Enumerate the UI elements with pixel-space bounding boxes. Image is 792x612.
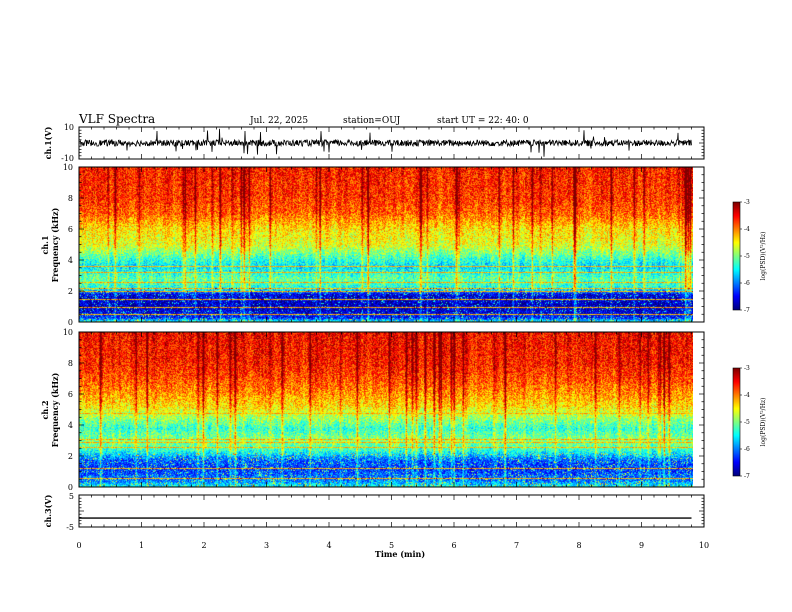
ch2-colorbar-label: log(PSD)(V²/Hz) — [760, 398, 767, 447]
time-tick-8: 8 — [576, 541, 581, 550]
ch1-spectrogram-panel: 0 2 4 6 8 10 ch.1 Frequency (kHz) -3 -4 … — [40, 163, 767, 327]
ch2-spectrogram-panel: 0 2 4 6 8 10 ch.2 Frequency (kHz) -3 -4 … — [40, 328, 767, 492]
ch2-freq-tick-6: 6 — [68, 390, 73, 399]
ch2-freq-tick-0: 0 — [68, 483, 73, 492]
ch1-frequency-ylabel: Frequency (kHz) — [50, 207, 60, 282]
ch1-ytick-label-bottom: -10 — [61, 154, 74, 163]
ch1-spectrogram-frame — [78, 166, 705, 323]
ch2-cb-tick-m4: -4 — [744, 392, 750, 399]
ch1-freq-tick-10: 10 — [63, 163, 73, 172]
figure-title: VLF Spectra — [78, 112, 155, 126]
ch1-channel-label: ch.1 — [40, 235, 50, 254]
ch3-waveform-frame — [78, 494, 705, 528]
ch1-colorbar: -3 -4 -5 -6 -7 log(PSD)(V²/Hz) — [732, 199, 767, 314]
time-tick-4: 4 — [326, 541, 331, 550]
time-tick-1: 1 — [139, 541, 144, 550]
time-tick-3: 3 — [264, 541, 269, 550]
ch2-cb-tick-m3: -3 — [744, 365, 750, 372]
ch1-cb-tick-m4: -4 — [744, 226, 750, 233]
header-station: station=OUJ — [343, 116, 401, 126]
ch1-frequency-tick-labels: 0 2 4 6 8 10 — [63, 163, 73, 327]
ch1-colorbar-ticks — [740, 201, 742, 311]
ch1-freq-tick-6: 6 — [68, 225, 73, 234]
time-axis-label: Time (min) — [375, 549, 425, 559]
time-tick-0: 0 — [76, 541, 81, 550]
ch1-waveform-frame — [78, 126, 705, 160]
ch1-waveform-line — [78, 128, 692, 157]
ch2-colorbar-ticks — [740, 367, 742, 477]
time-tick-6: 6 — [451, 541, 456, 550]
ch3-waveform-ylabel: ch.3(V) — [43, 494, 53, 527]
ch2-colorbar: -3 -4 -5 -6 -7 log(PSD)(V²/Hz) — [732, 365, 767, 480]
ch2-colorbar-gradient — [733, 368, 740, 476]
ch3-ytick-label-bottom: -5 — [66, 523, 74, 532]
ch2-spectrogram-ticks — [78, 331, 705, 488]
ch1-freq-tick-2: 2 — [68, 287, 73, 296]
ch1-ytick-label-top: 10 — [64, 123, 74, 132]
ch1-cb-tick-m3: -3 — [744, 199, 750, 206]
ch2-freq-tick-8: 8 — [68, 359, 73, 368]
ch3-waveform-panel: 5 -5 ch.3(V) — [43, 492, 705, 532]
ch2-freq-tick-10: 10 — [63, 328, 73, 337]
ch2-spectrogram-frame — [78, 331, 705, 488]
ch1-waveform-panel: 10 -10 ch.1(V) — [43, 123, 705, 163]
ch1-cb-tick-m5: -5 — [744, 253, 750, 260]
ch1-waveform-ylabel: ch.1(V) — [43, 126, 53, 159]
ch1-colorbar-label: log(PSD)(V²/Hz) — [760, 232, 767, 281]
ch1-cb-tick-m7: -7 — [744, 307, 750, 314]
ch2-cb-tick-m6: -6 — [744, 446, 750, 453]
ch3-ytick-label-top: 5 — [69, 492, 74, 501]
ch1-freq-tick-8: 8 — [68, 194, 73, 203]
time-tick-5: 5 — [389, 541, 394, 550]
time-tick-7: 7 — [514, 541, 519, 550]
header-date: Jul. 22, 2025 — [249, 116, 308, 126]
ch2-freq-tick-2: 2 — [68, 452, 73, 461]
ch3-waveform-ticks — [78, 494, 705, 528]
ch2-freq-tick-4: 4 — [68, 421, 73, 430]
time-tick-10: 10 — [699, 541, 709, 550]
ch1-freq-tick-4: 4 — [68, 256, 73, 265]
time-tick-2: 2 — [201, 541, 206, 550]
ch2-cb-tick-m7: -7 — [744, 473, 750, 480]
header-start-time: start UT = 22: 40: 0 — [437, 116, 529, 126]
time-tick-9: 9 — [639, 541, 644, 550]
ch2-frequency-tick-labels: 0 2 4 6 8 10 — [63, 328, 73, 492]
time-axis: 0 1 2 3 4 5 6 7 8 9 10 Time (min) — [76, 541, 709, 559]
ch1-spectrogram-heatmap — [79, 167, 693, 322]
ch1-cb-tick-m6: -6 — [744, 280, 750, 287]
ch1-freq-tick-0: 0 — [68, 318, 73, 327]
ch2-frequency-ylabel: Frequency (kHz) — [50, 372, 60, 447]
ch2-channel-label: ch.2 — [40, 400, 50, 419]
ch1-colorbar-gradient — [733, 202, 740, 310]
ch2-spectrogram-heatmap — [79, 332, 693, 487]
ch2-cb-tick-m5: -5 — [744, 419, 750, 426]
